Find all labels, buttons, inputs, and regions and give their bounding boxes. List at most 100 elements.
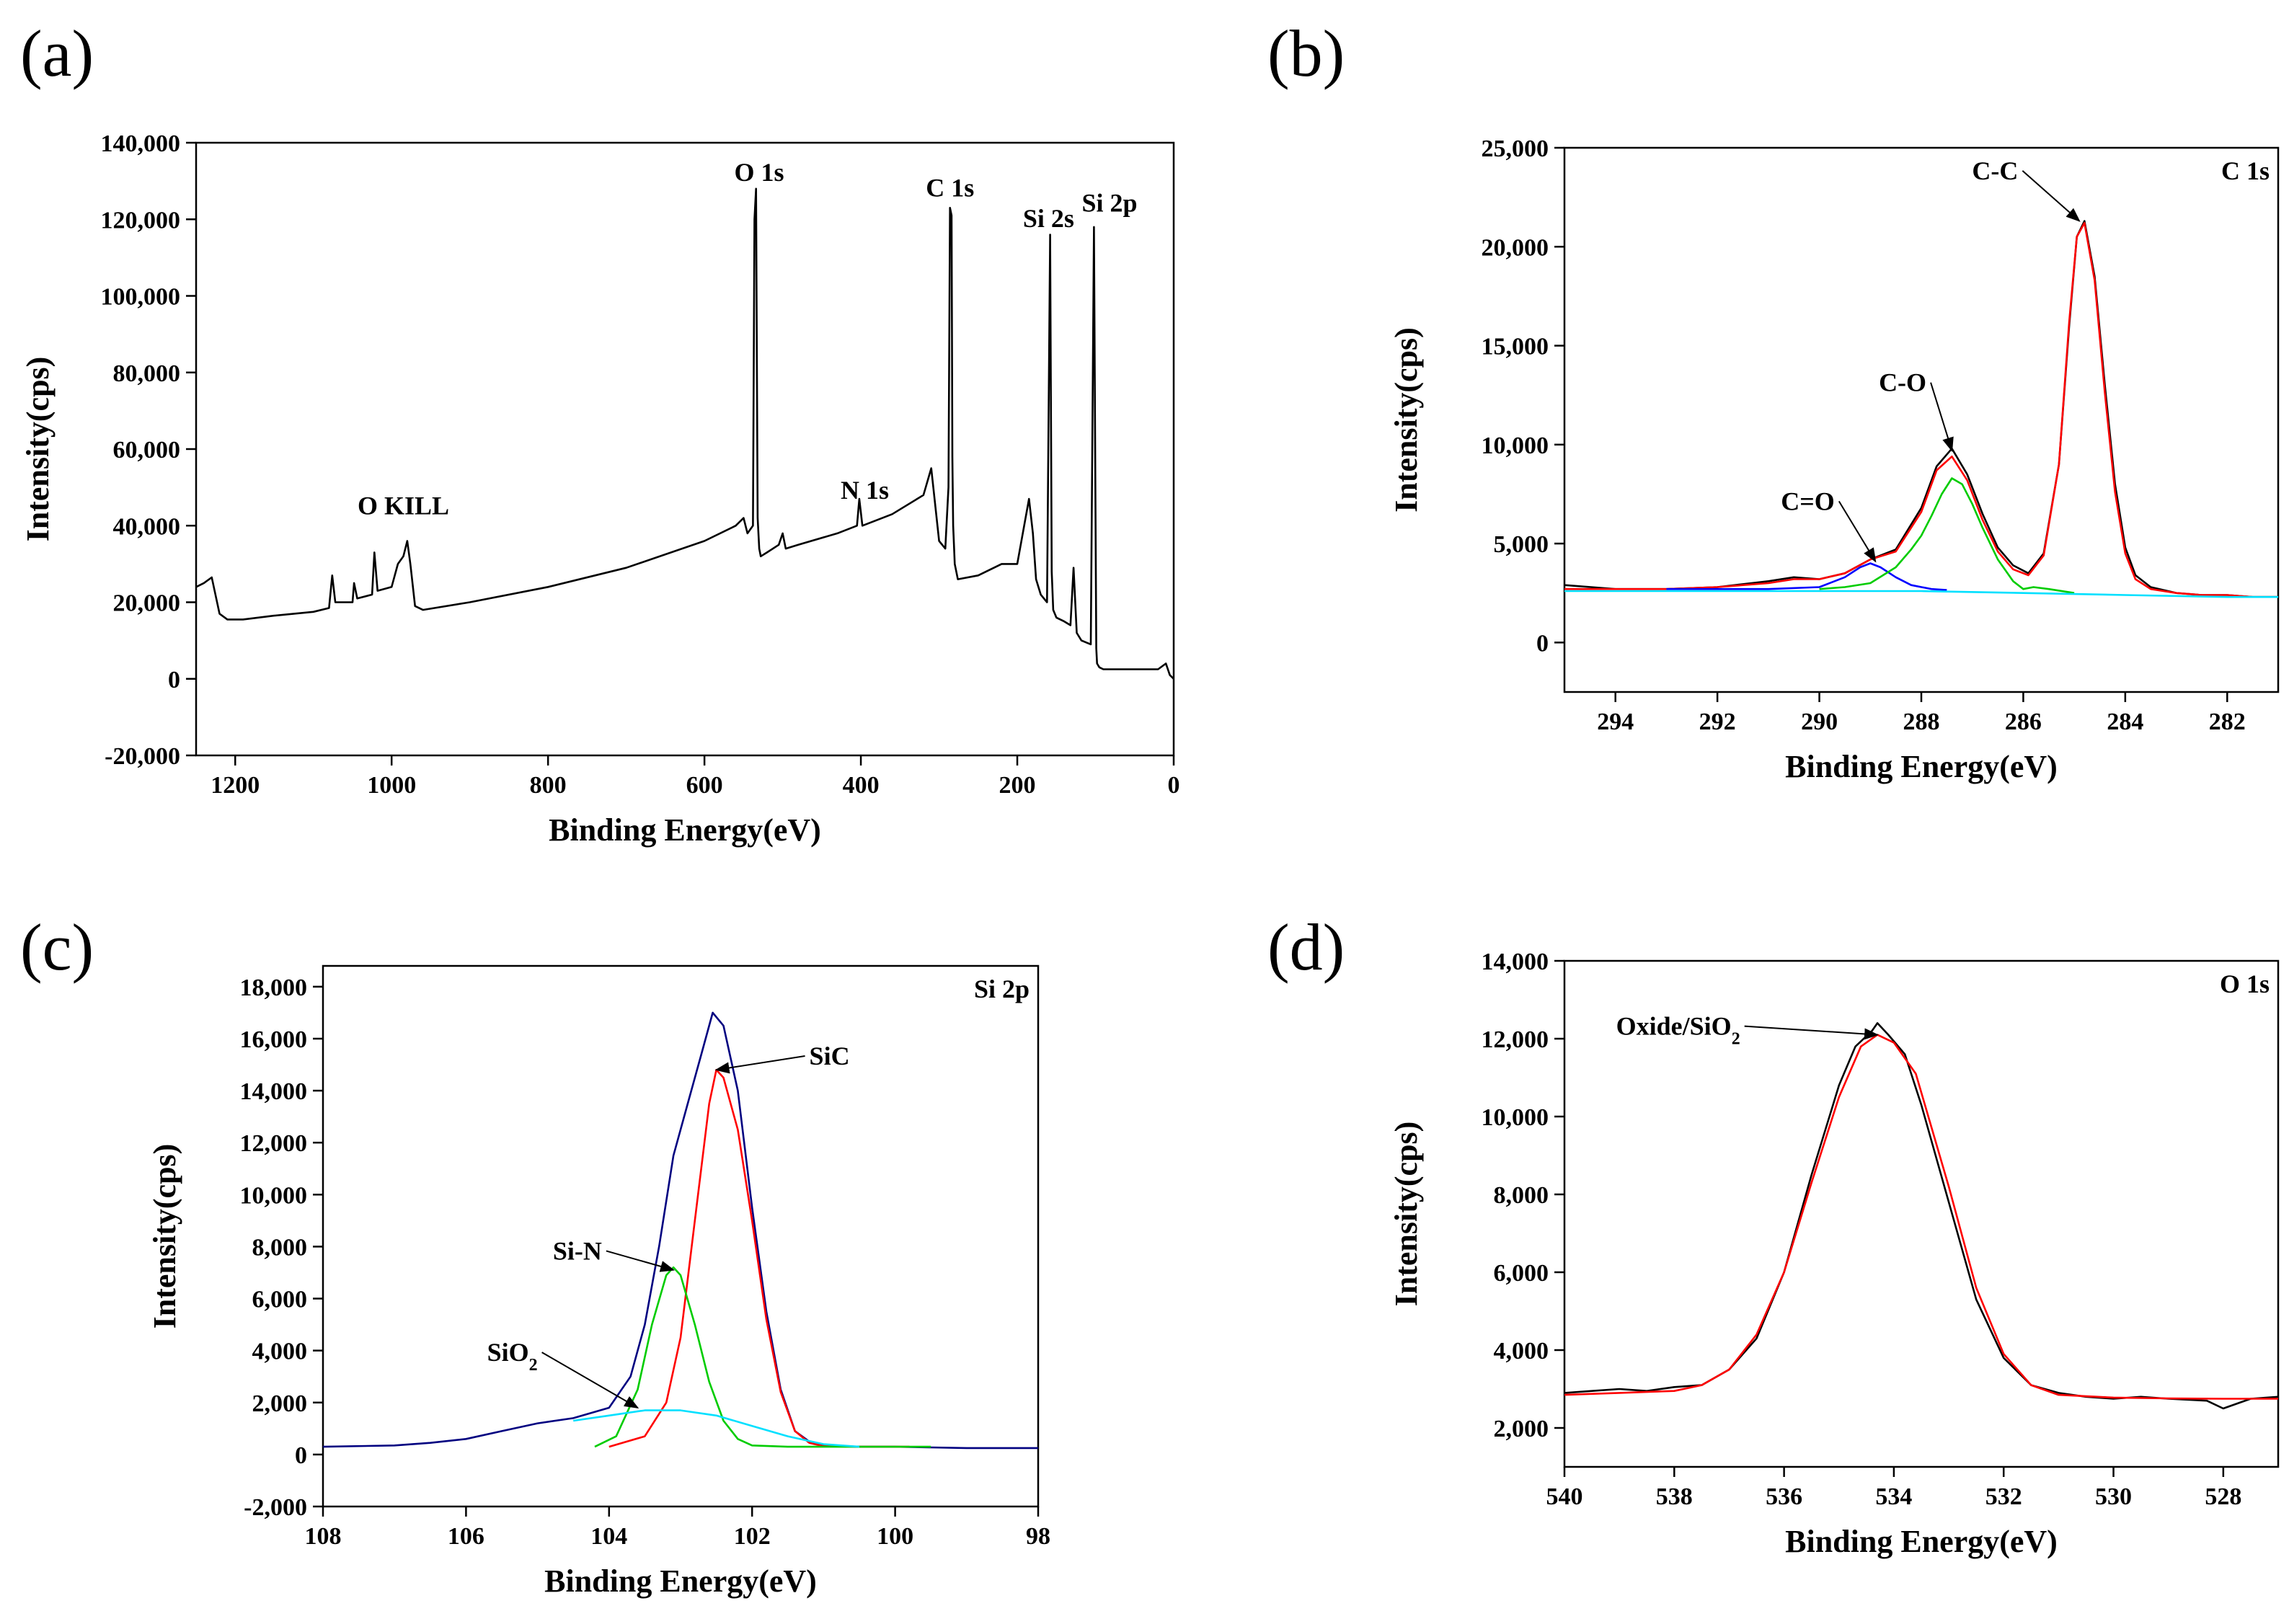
y-tick-label: 5,000 xyxy=(1494,531,1549,558)
peak-annotation: Oxide/SiO2 xyxy=(1616,1012,1740,1049)
x-tick-label: 0 xyxy=(1168,772,1180,799)
x-tick-label: 108 xyxy=(305,1523,342,1550)
x-tick-label: 282 xyxy=(2209,709,2246,735)
annotation-arrow xyxy=(1838,500,1877,563)
x-tick-label: 538 xyxy=(1656,1483,1693,1510)
y-tick-label: 4,000 xyxy=(1494,1338,1549,1365)
x-tick-label: 102 xyxy=(734,1523,771,1550)
x-axis-title: Binding Energy(eV) xyxy=(1785,1524,2058,1559)
series-line-2 xyxy=(1564,1034,2278,1400)
x-tick-label: 104 xyxy=(590,1523,627,1550)
x-tick-label: 400 xyxy=(843,772,880,799)
panel-label: (c) xyxy=(20,910,94,984)
x-tick-label: 600 xyxy=(686,772,723,799)
series-line-1 xyxy=(1564,1022,2278,1410)
chart-panel-4: (d) 540 538 536 534 532 530 528 2,000 4,000 6,000 8… xyxy=(1267,910,2280,1559)
peak-annotation: O KILL xyxy=(358,491,449,520)
y-tick-label: 8,000 xyxy=(1494,1182,1549,1209)
y-tick-label: 120,000 xyxy=(101,207,181,234)
x-tick-label: 800 xyxy=(530,772,567,799)
x-tick-label: 528 xyxy=(2205,1483,2241,1510)
y-tick-label: 60,000 xyxy=(113,437,181,463)
y-axis-title: Intensity(cps) xyxy=(1389,1122,1424,1307)
peak-annotation: N 1s xyxy=(841,476,889,505)
panel-label: (a) xyxy=(20,17,94,90)
peak-annotation: Si 2p xyxy=(1082,189,1138,218)
x-tick-label: 1000 xyxy=(367,772,416,799)
peak-annotation: SiC xyxy=(810,1042,850,1070)
plot-frame xyxy=(322,964,1040,1508)
y-tick-label: 4,000 xyxy=(252,1339,308,1365)
y-tick-label: -2,000 xyxy=(244,1494,307,1521)
series-line-3 xyxy=(594,1266,931,1448)
y-tick-label: 0 xyxy=(168,667,180,693)
peak-annotation: C-C xyxy=(1972,156,2018,185)
y-axis-title: Intensity(cps) xyxy=(1389,327,1424,513)
peak-annotation: SiO2 xyxy=(487,1338,538,1375)
spectrum-region-label: Si 2p xyxy=(974,975,1030,1003)
y-tick-label: 10,000 xyxy=(1482,1104,1549,1131)
x-axis-title: Binding Energy(eV) xyxy=(544,1563,817,1599)
y-axis-title: Intensity(cps) xyxy=(20,357,56,542)
chart-panel-3: (c) 108 106 104 102 100 98 -2,000 0 2,000 4,000 6,0… xyxy=(20,910,1050,1599)
y-tick-label: 100,000 xyxy=(101,284,181,311)
y-tick-label: 6,000 xyxy=(1494,1260,1549,1287)
x-tick-label: 292 xyxy=(1699,709,1736,735)
peak-annotation: Si-N xyxy=(553,1236,602,1265)
series-line-4 xyxy=(573,1409,860,1448)
series-line-1 xyxy=(196,187,1174,680)
x-tick-label: 540 xyxy=(1546,1483,1583,1510)
y-tick-label: 2,000 xyxy=(252,1390,308,1417)
y-tick-label: 20,000 xyxy=(113,590,181,617)
plot-frame xyxy=(1563,959,2280,1468)
peak-annotation: O 1s xyxy=(735,158,784,187)
x-axis-title: Binding Energy(eV) xyxy=(549,812,821,848)
y-tick-label: 15,000 xyxy=(1482,334,1549,360)
y-tick-label: 10,000 xyxy=(240,1182,308,1209)
x-tick-label: 1200 xyxy=(211,772,260,799)
spectrum-region-label: C 1s xyxy=(2221,156,2270,185)
x-tick-label: 98 xyxy=(1026,1523,1050,1550)
series-line-4 xyxy=(1819,477,2075,594)
y-tick-label: 25,000 xyxy=(1482,136,1549,162)
y-tick-label: 2,000 xyxy=(1494,1416,1549,1442)
series-line-2 xyxy=(1564,222,2278,598)
series-line-2 xyxy=(608,1068,910,1448)
y-tick-label: 0 xyxy=(1536,630,1549,657)
annotation-arrow xyxy=(541,1352,639,1408)
peak-annotation: Si 2s xyxy=(1023,204,1074,233)
y-tick-label: 18,000 xyxy=(240,975,308,1001)
peak-annotation: C=O xyxy=(1781,487,1835,515)
plot-frame xyxy=(195,141,1175,757)
y-tick-label: 12,000 xyxy=(240,1130,308,1157)
y-tick-label: 12,000 xyxy=(1482,1026,1549,1053)
x-tick-label: 534 xyxy=(1875,1483,1912,1510)
x-tick-label: 200 xyxy=(999,772,1036,799)
annotation-arrow xyxy=(606,1250,676,1272)
y-tick-label: 14,000 xyxy=(1482,949,1549,975)
x-tick-label: 286 xyxy=(2005,709,2042,735)
x-tick-label: 290 xyxy=(1801,709,1838,735)
y-axis-title: Intensity(cps) xyxy=(147,1144,182,1329)
y-tick-label: 10,000 xyxy=(1482,432,1549,459)
x-axis-title: Binding Energy(eV) xyxy=(1785,749,2058,784)
panel-label: (b) xyxy=(1267,17,1345,90)
y-tick-label: 6,000 xyxy=(252,1287,308,1313)
annotation-arrow xyxy=(1930,382,1954,452)
y-tick-label: 20,000 xyxy=(1482,234,1549,261)
x-tick-label: 284 xyxy=(2107,709,2143,735)
peak-annotation: C-O xyxy=(1879,368,1926,397)
y-tick-label: 140,000 xyxy=(101,130,181,157)
y-tick-label: 0 xyxy=(295,1442,307,1469)
chart-panel-1: (a) 1200 1000 800 600 400 200 0 -20,000 0 20,000 40… xyxy=(20,17,1180,848)
series-line-1 xyxy=(323,1011,1038,1450)
y-tick-label: 14,000 xyxy=(240,1078,308,1105)
x-tick-label: 106 xyxy=(448,1523,484,1550)
x-tick-label: 294 xyxy=(1597,709,1634,735)
annotation-arrow xyxy=(714,1055,805,1074)
series-line-5 xyxy=(1564,590,2278,598)
x-tick-label: 536 xyxy=(1766,1483,1802,1510)
y-tick-label: -20,000 xyxy=(105,743,180,770)
